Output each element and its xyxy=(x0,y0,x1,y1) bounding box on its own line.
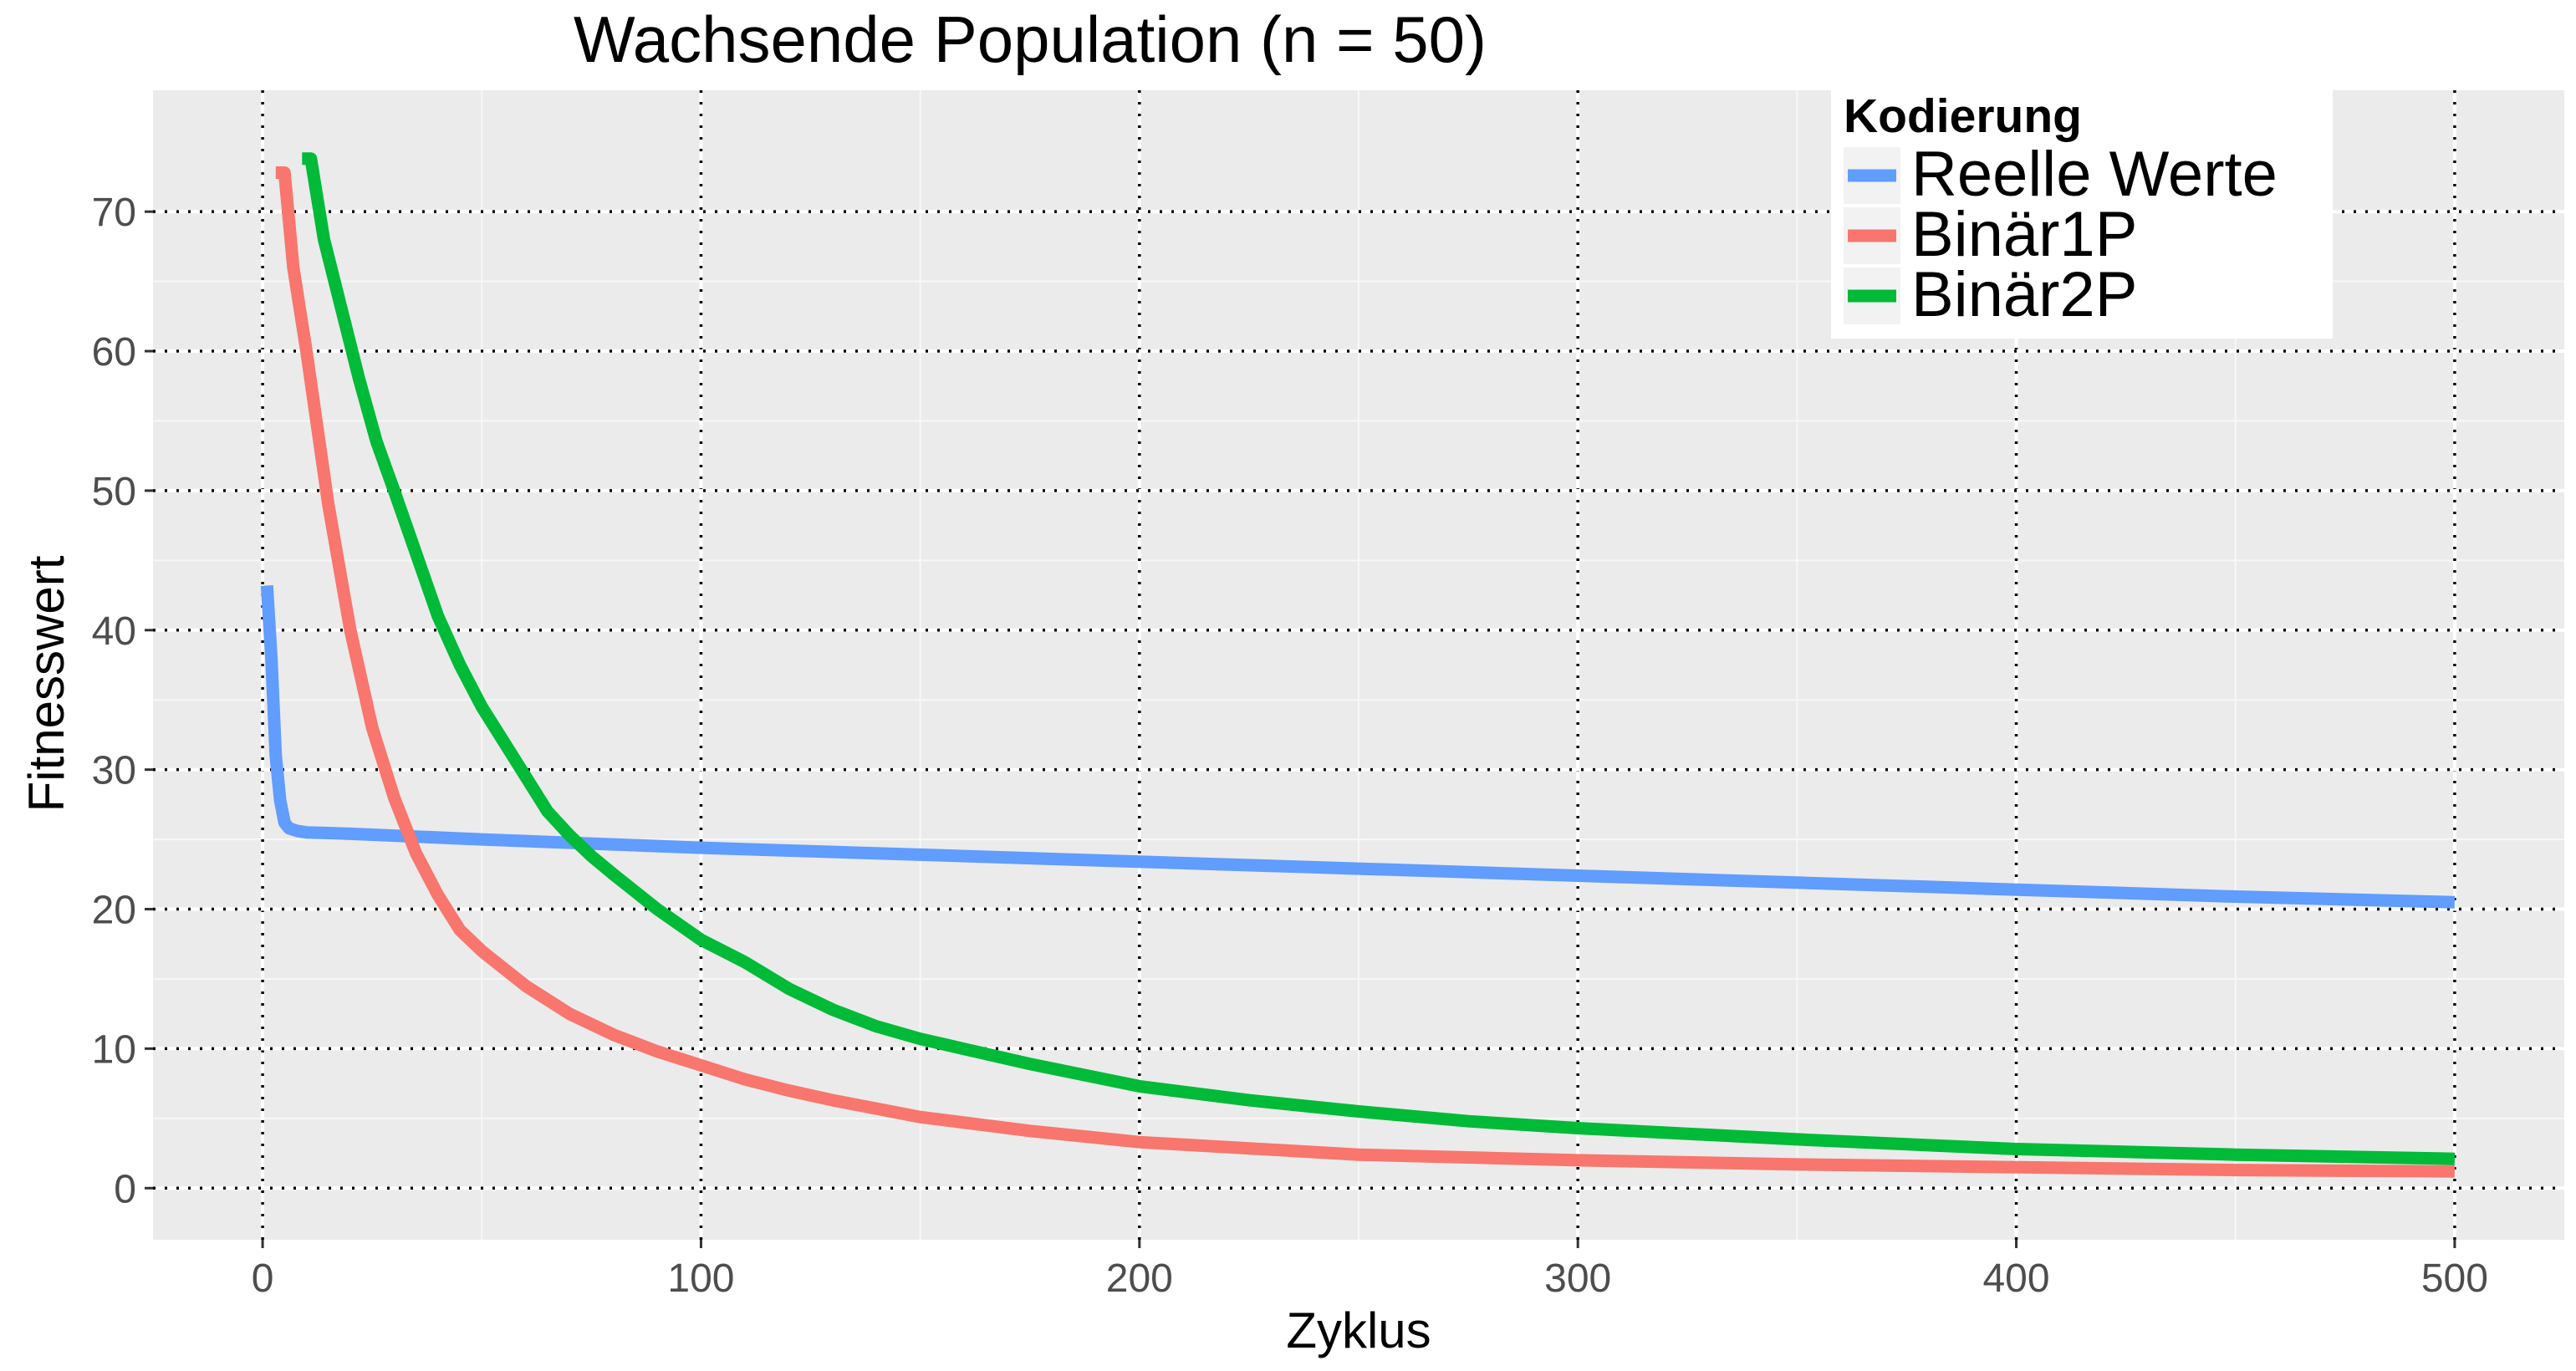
legend-label: Binär2P xyxy=(1911,259,2137,330)
x-axis-label: Zyklus xyxy=(1286,1302,1431,1358)
y-axis-label: Fitnesswert xyxy=(18,555,74,812)
series-lines xyxy=(260,152,2456,1178)
y-tick-label: 0 xyxy=(114,1167,136,1211)
y-tick-label: 40 xyxy=(92,609,136,654)
legend-box xyxy=(1831,88,2333,339)
x-tick-label: 300 xyxy=(1544,1256,1611,1301)
y-tick-label: 60 xyxy=(92,330,136,375)
x-tick-label: 200 xyxy=(1106,1256,1173,1301)
x-tick-label: 100 xyxy=(667,1256,734,1301)
series-line-reelle-werte xyxy=(260,584,2456,909)
x-tick-label: 0 xyxy=(252,1256,274,1301)
legend-label: Reelle Werte xyxy=(1911,139,2278,210)
x-tick-label: 500 xyxy=(2421,1256,2488,1301)
chart-title: Wachsende Population (n = 50) xyxy=(574,3,1487,76)
series-line-bin-r1p xyxy=(275,166,2455,1178)
series-line-bin-r2p xyxy=(302,152,2456,1165)
y-tick-label: 30 xyxy=(92,749,136,793)
x-tick-label: 400 xyxy=(1982,1256,2049,1301)
y-tick-label: 20 xyxy=(92,889,136,933)
y-tick-label: 10 xyxy=(92,1027,136,1072)
legend-label: Binär1P xyxy=(1911,199,2137,270)
axis-ticks: 0 100 200 300 400 500 0 10 20 30 40 50 60 70 xyxy=(92,191,2488,1301)
legend-title: Kodierung xyxy=(1844,89,2082,143)
y-tick-label: 50 xyxy=(92,470,136,514)
y-tick-label: 70 xyxy=(92,191,136,235)
major-gridlines xyxy=(153,90,2564,1240)
